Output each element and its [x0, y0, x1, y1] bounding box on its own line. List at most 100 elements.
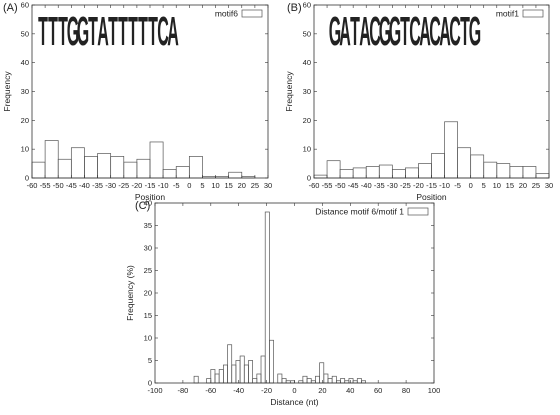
- x-axis-ticks: -60 -55 -50 -45 -40 -35 -30 -25 -20 -15 -10 -5 0 5 10 1…: [27, 5, 272, 190]
- histogram-bar: [431, 153, 445, 179]
- x-tick-label: -55: [322, 181, 333, 190]
- x-tick-label: -80: [177, 386, 188, 395]
- logo-letter: G: [67, 8, 79, 54]
- y-axis-ticks: 0 5 10 15 20 25 30 35 40: [144, 199, 434, 388]
- panel-label-a: (A): [3, 2, 18, 14]
- histogram-bar: [57, 158, 72, 179]
- y-tick-label: 25: [144, 266, 152, 275]
- histogram-bar: [331, 375, 337, 384]
- histogram-bar: [31, 161, 46, 179]
- x-tick-label: 30: [545, 181, 553, 190]
- x-tick-label: -5: [173, 181, 180, 190]
- x-tick-label: -60: [309, 181, 320, 190]
- histogram-bar: [256, 373, 262, 384]
- y-tick-label: 0: [148, 379, 152, 388]
- histogram-bar: [306, 378, 312, 384]
- x-axis-ticks: -100 -80 -60 -40 -20 0 20 40 60 80 100: [147, 203, 440, 395]
- y-tick-label: 35: [144, 221, 152, 230]
- y-tick-label: 30: [21, 87, 29, 96]
- x-tick-label: 5: [200, 181, 204, 190]
- histogram-bar: [162, 169, 177, 179]
- axes-frame: [154, 202, 435, 384]
- x-tick-label: -20: [131, 181, 142, 190]
- x-tick-label: -20: [261, 386, 272, 395]
- x-tick-label: 25: [532, 181, 540, 190]
- axes-frame: [31, 4, 269, 179]
- histogram-bar: [457, 147, 472, 179]
- histogram-bar: [260, 355, 266, 384]
- panel-c-histogram: (C) -100 -80 -60 -40 -20 0 20 40 60 80 100 0 5 10 15 2…: [125, 199, 440, 408]
- histogram-bar: [356, 378, 362, 384]
- logo-letter: T: [128, 8, 138, 54]
- y-tick-label: 10: [21, 145, 29, 154]
- histogram-bar: [340, 378, 346, 384]
- y-tick-label: 20: [303, 116, 311, 125]
- histogram-bar: [378, 164, 393, 179]
- histogram-bar: [228, 171, 243, 179]
- legend-swatch: [241, 9, 263, 18]
- x-tick-label: -15: [426, 181, 437, 190]
- x-tick-label: -15: [145, 181, 156, 190]
- y-tick-label: 30: [303, 87, 311, 96]
- x-tick-label: 30: [264, 181, 272, 190]
- x-tick-label: 10: [493, 181, 501, 190]
- logo-letter: T: [460, 8, 470, 54]
- x-tick-label: 80: [402, 386, 410, 395]
- histogram-bar: [281, 378, 287, 384]
- x-tick-label: -50: [53, 181, 64, 190]
- logo-letter: C: [449, 8, 461, 54]
- logo-letter: T: [148, 8, 158, 54]
- histogram-bar: [418, 163, 432, 179]
- histogram-bar: [277, 373, 283, 384]
- logo-letter: G: [389, 8, 401, 54]
- histogram-bar: [110, 156, 125, 179]
- logo-letter: A: [419, 8, 431, 54]
- legend-swatch: [407, 207, 429, 216]
- plot-frame: [31, 4, 269, 179]
- histogram-bar: [231, 364, 237, 384]
- y-tick-label: 0: [25, 174, 29, 183]
- histogram-bar: [348, 378, 354, 384]
- histogram-bar: [248, 360, 253, 384]
- histogram-bar: [302, 375, 308, 384]
- x-tick-label: -40: [233, 386, 244, 395]
- histogram-bar: [188, 156, 203, 179]
- x-tick-label: -5: [454, 181, 461, 190]
- y-tick-label: 40: [303, 58, 311, 67]
- bars-group: [31, 140, 256, 179]
- x-tick-label: -10: [158, 181, 169, 190]
- y-tick-label: 50: [303, 29, 311, 38]
- histogram-bar: [352, 167, 367, 179]
- x-axis-title: Position: [135, 192, 166, 202]
- x-tick-label: -100: [147, 386, 162, 395]
- logo-letter: A: [359, 8, 371, 54]
- histogram-bar: [405, 167, 419, 179]
- plot-frame: [313, 4, 550, 179]
- logo-letter: G: [469, 8, 481, 54]
- histogram-bar: [175, 166, 190, 179]
- x-tick-label: 20: [318, 386, 326, 395]
- bars-group: [313, 121, 550, 179]
- x-tick-label: 0: [469, 181, 473, 190]
- logo-letter: C: [369, 8, 381, 54]
- x-tick-label: -20: [413, 181, 424, 190]
- histogram-bar: [483, 161, 498, 179]
- x-axis-ticks: -60 -55 -50 -45 -40 -35 -30 -25 -20 -15 -10 -5 0 5 10 1…: [309, 5, 553, 190]
- panel-label-b: (B): [287, 2, 302, 14]
- histogram-bar: [313, 174, 328, 179]
- plot-frame: [154, 202, 435, 384]
- x-tick-label: -30: [105, 181, 116, 190]
- histogram-bar: [323, 373, 329, 384]
- histogram-bar: [535, 173, 550, 179]
- y-tick-label: 5: [148, 356, 152, 365]
- y-axis-title: Frequency: [2, 71, 12, 112]
- x-axis-title: Distance (nt): [270, 397, 318, 407]
- x-tick-label: 15: [224, 181, 232, 190]
- logo-letter: G: [77, 8, 89, 54]
- histogram-bar: [206, 378, 212, 384]
- histogram-bar: [223, 364, 228, 384]
- logo-letter: A: [339, 8, 351, 54]
- histogram-bar: [365, 166, 380, 179]
- y-tick-label: 10: [303, 145, 311, 154]
